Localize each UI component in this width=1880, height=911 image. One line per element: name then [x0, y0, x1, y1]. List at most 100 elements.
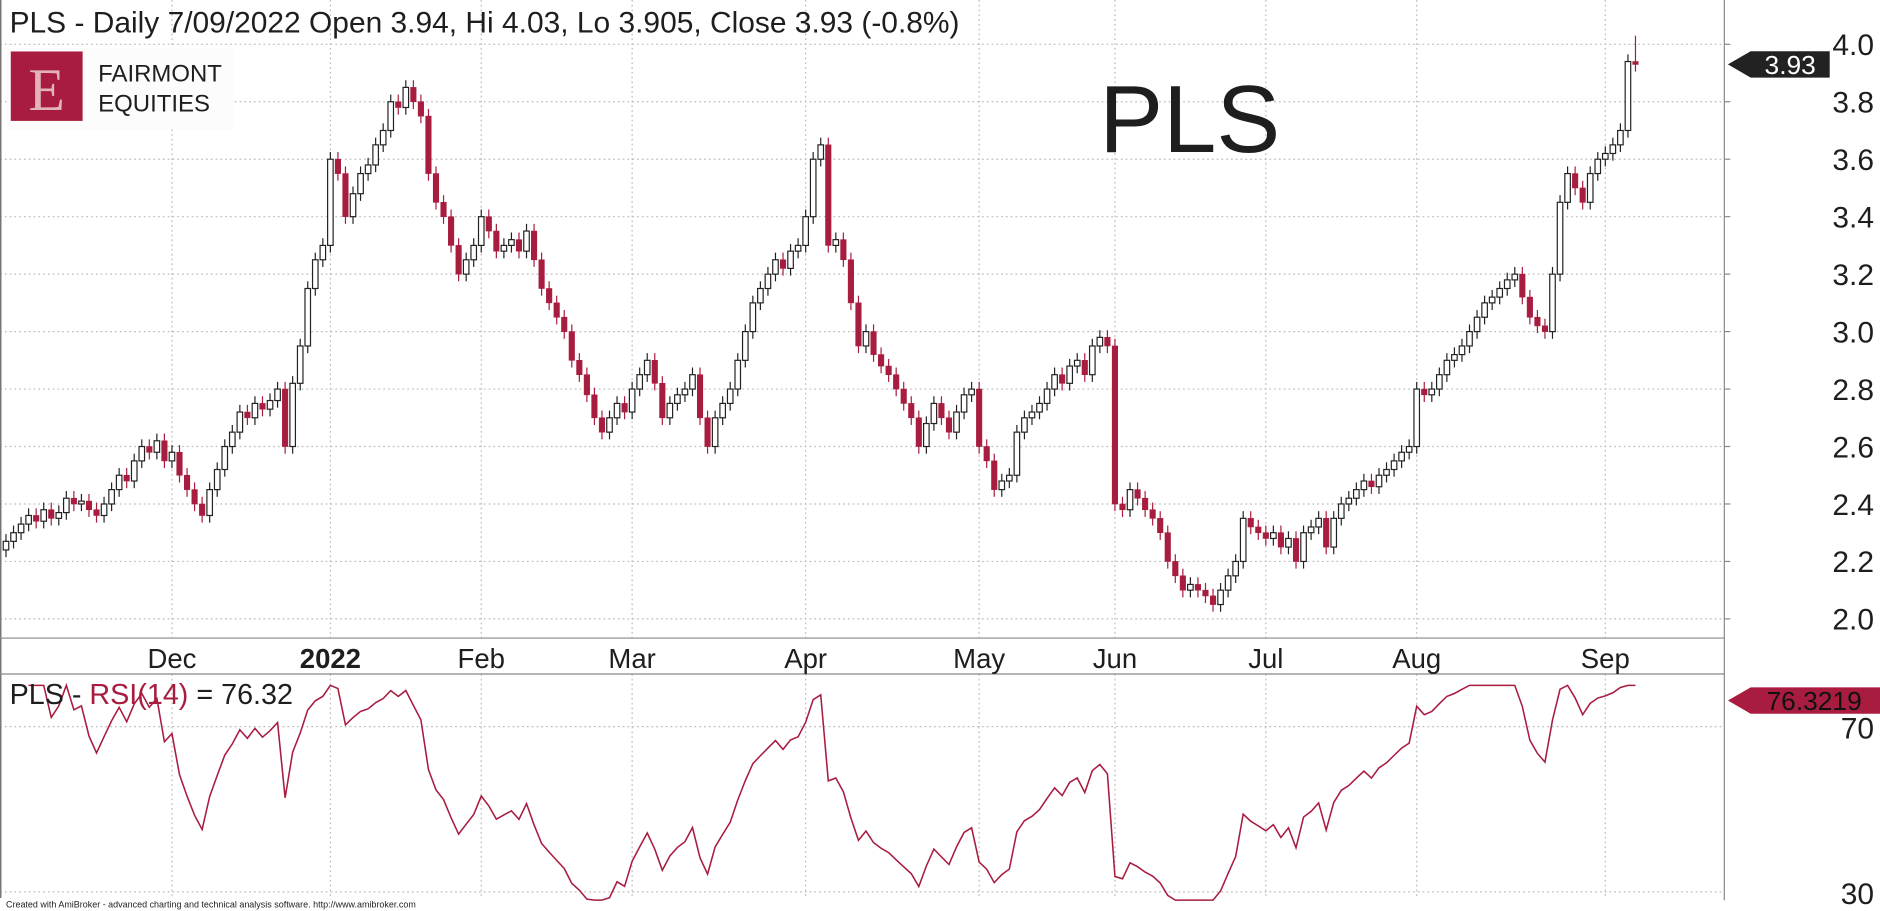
candle	[817, 137, 825, 167]
candle-body	[1428, 388, 1436, 396]
candle	[410, 80, 417, 109]
price-tick-label: 4.0	[1832, 29, 1874, 62]
candle-body	[1586, 172, 1594, 203]
candle-body	[55, 512, 63, 519]
candle	[628, 381, 636, 420]
candle	[100, 496, 108, 523]
candle	[1451, 347, 1458, 368]
candle-body	[1556, 201, 1564, 275]
candle-body	[1345, 497, 1353, 505]
candle	[289, 376, 297, 454]
candle-body	[2, 540, 10, 551]
candle	[922, 416, 930, 454]
candle	[802, 209, 809, 253]
candle-body	[1134, 489, 1141, 499]
candle	[485, 209, 492, 239]
candle	[455, 238, 462, 282]
candle	[70, 491, 77, 512]
date-tick-label: Apr	[784, 643, 827, 674]
candle-body	[85, 500, 93, 511]
candle	[168, 445, 176, 469]
candle-body	[591, 394, 598, 419]
candle-body	[1224, 575, 1232, 591]
candle-body	[1609, 144, 1617, 155]
candle	[900, 381, 907, 411]
candle-body	[787, 250, 794, 269]
candle	[130, 453, 138, 489]
candle-body	[1534, 316, 1541, 327]
date-tick-label: Sep	[1581, 643, 1630, 674]
candle	[236, 404, 244, 440]
candle	[10, 525, 17, 549]
candle-body	[515, 239, 523, 252]
candle	[719, 396, 727, 425]
candle	[470, 238, 478, 267]
candle	[878, 347, 885, 374]
candle	[832, 232, 840, 253]
candle-body	[508, 239, 515, 247]
rsi-title: PLS - RSI(14) = 76.32	[10, 679, 293, 711]
last-price-label: 3.93	[1765, 50, 1816, 80]
candle	[1073, 353, 1081, 374]
candle-body	[327, 158, 334, 247]
candle	[85, 493, 93, 517]
candle	[1375, 468, 1383, 494]
candle	[282, 381, 289, 454]
candle-body	[855, 302, 862, 347]
candle-body	[1157, 518, 1164, 534]
candle-body	[296, 345, 304, 384]
candle	[1572, 166, 1579, 196]
candle-body	[802, 216, 809, 247]
candle	[244, 404, 251, 425]
date-axis-labels: Dec 2022 Feb Mar Apr May Jun Jul Aug Sep	[147, 643, 1629, 674]
price-axis-labels: 4.0 3.8 3.6 3.4 3.2 3.0 2.8 2.6 2.4 2.2 2.0	[1724, 29, 1874, 637]
candle-body	[1572, 173, 1579, 189]
candle-body	[1519, 273, 1526, 298]
candle	[938, 396, 945, 425]
rsi-value-badge: 76.3219	[1727, 686, 1880, 716]
candle-body	[817, 144, 825, 160]
candle	[726, 381, 734, 411]
candle	[1330, 511, 1338, 555]
candle-body	[1435, 374, 1443, 390]
candle-body	[1503, 279, 1511, 290]
candle	[1503, 272, 1511, 296]
candle	[598, 410, 606, 440]
candle-body	[1353, 489, 1360, 499]
price-tick-label: 3.2	[1832, 259, 1874, 292]
candle	[983, 439, 990, 469]
candle-body	[1383, 468, 1390, 476]
candle	[674, 387, 681, 411]
candle-body	[1413, 388, 1421, 448]
candle	[176, 445, 183, 483]
candle	[266, 393, 274, 417]
candle-body	[236, 411, 244, 433]
price-tick-label: 3.4	[1832, 201, 1874, 234]
candle-body	[1481, 302, 1488, 318]
candle-body	[25, 514, 32, 525]
candle	[1270, 525, 1277, 546]
last-price-badge: 3.93	[1727, 50, 1830, 80]
candle	[1292, 531, 1300, 569]
candle-body	[794, 244, 802, 252]
candle	[402, 80, 410, 115]
candle	[893, 367, 900, 397]
candle	[1134, 482, 1141, 506]
candle-body	[1617, 129, 1624, 146]
candle	[794, 238, 802, 259]
candle-body	[123, 474, 130, 482]
price-tick-label: 2.6	[1832, 431, 1874, 464]
candle-body	[1601, 152, 1609, 160]
candle	[734, 353, 742, 397]
candle	[138, 439, 146, 469]
candle	[1051, 367, 1058, 397]
candles	[2, 35, 1639, 612]
candle	[1043, 381, 1051, 411]
candle-body	[402, 86, 410, 109]
candle-body	[1473, 316, 1481, 333]
candle	[553, 295, 560, 325]
candle-body	[704, 417, 711, 447]
candle-body	[1624, 60, 1632, 132]
candle-body	[945, 417, 953, 433]
candle	[1428, 381, 1436, 402]
